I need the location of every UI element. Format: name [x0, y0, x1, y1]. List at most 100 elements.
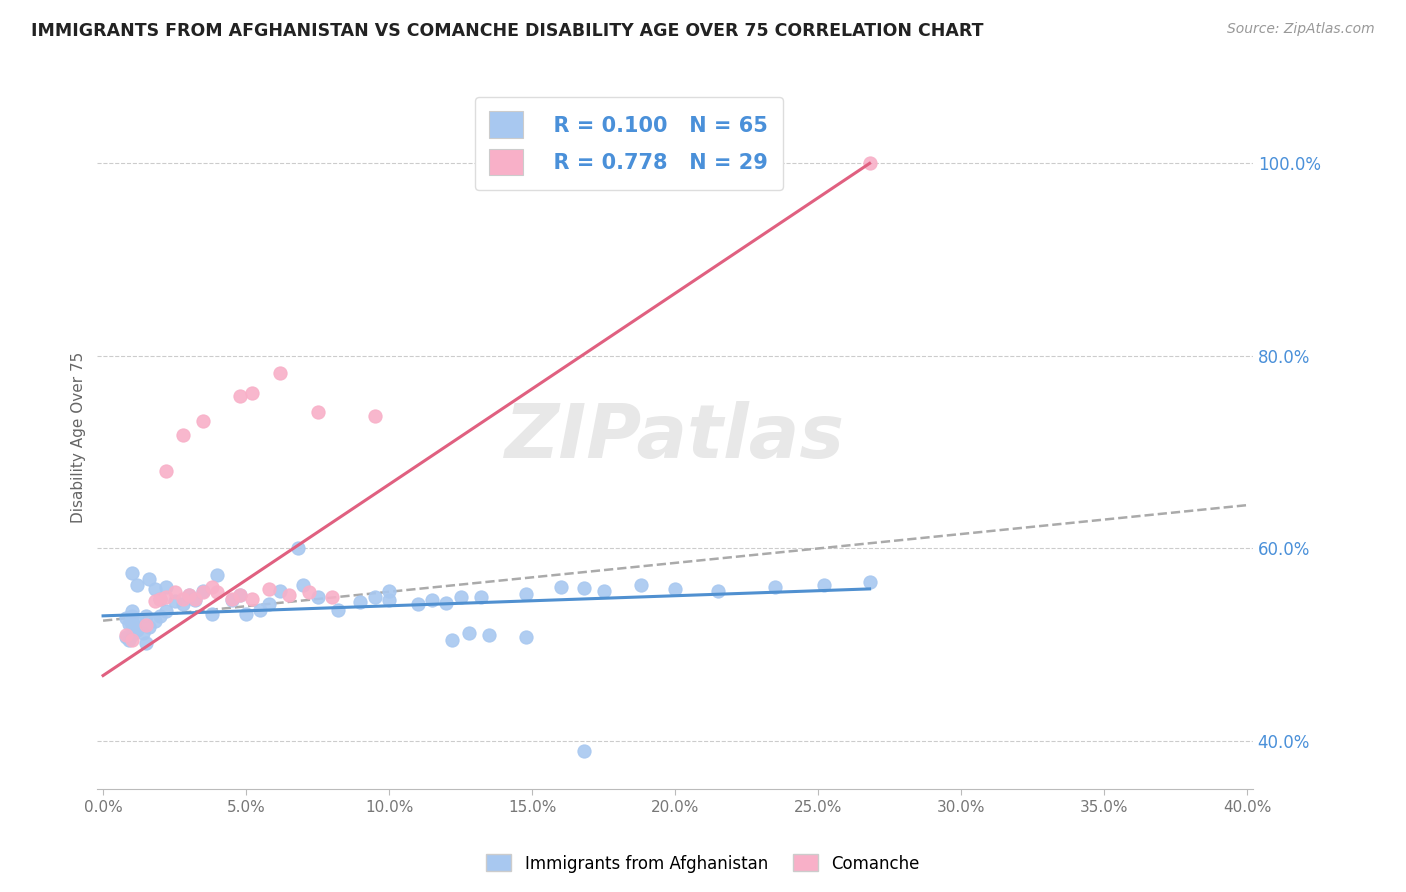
Point: [378, 583, 401, 598]
Point: [193, 584, 215, 599]
Point: [115, 611, 138, 625]
Point: [183, 591, 205, 606]
Point: [155, 590, 177, 604]
Point: [127, 614, 149, 628]
Point: [406, 597, 429, 611]
Point: [143, 582, 166, 596]
Point: [378, 593, 401, 607]
Point: [515, 587, 537, 601]
Point: [143, 594, 166, 608]
Point: [321, 590, 343, 604]
Point: [349, 595, 371, 609]
Point: [155, 465, 177, 479]
Point: [121, 608, 143, 623]
Point: [707, 583, 730, 598]
Point: [434, 596, 457, 610]
Legend: Immigrants from Afghanistan, Comanche: Immigrants from Afghanistan, Comanche: [479, 847, 927, 880]
Point: [240, 385, 263, 400]
Point: [121, 632, 143, 647]
Text: IMMIGRANTS FROM AFGHANISTAN VS COMANCHE DISABILITY AGE OVER 75 CORRELATION CHART: IMMIGRANTS FROM AFGHANISTAN VS COMANCHE …: [31, 22, 983, 40]
Point: [121, 618, 143, 632]
Point: [229, 588, 252, 602]
Point: [249, 603, 271, 617]
Point: [127, 578, 149, 592]
Point: [183, 593, 205, 607]
Point: [269, 583, 291, 598]
Point: [664, 582, 686, 596]
Point: [163, 594, 186, 608]
Point: [235, 607, 257, 621]
Point: [121, 604, 143, 618]
Point: [201, 607, 224, 621]
Point: [515, 630, 537, 644]
Point: [572, 744, 595, 758]
Point: [135, 618, 157, 632]
Point: [207, 584, 229, 599]
Point: [143, 614, 166, 628]
Point: [135, 636, 157, 650]
Point: [307, 405, 329, 419]
Point: [138, 620, 160, 634]
Point: [193, 414, 215, 428]
Point: [813, 578, 835, 592]
Point: [858, 575, 880, 590]
Point: [550, 580, 572, 594]
Point: [269, 366, 291, 380]
Point: [287, 541, 309, 556]
Point: [172, 428, 194, 442]
Point: [149, 591, 172, 606]
Point: [572, 581, 595, 595]
Point: [149, 591, 172, 606]
Point: [630, 578, 652, 592]
Point: [298, 584, 321, 599]
Point: [193, 583, 215, 598]
Point: [420, 593, 443, 607]
Point: [118, 632, 141, 647]
Point: [115, 628, 138, 642]
Point: [172, 591, 194, 606]
Point: [326, 603, 349, 617]
Point: [292, 578, 315, 592]
Point: [440, 632, 463, 647]
Legend:   R = 0.100   N = 65,   R = 0.778   N = 29: R = 0.100 N = 65, R = 0.778 N = 29: [475, 96, 783, 190]
Point: [163, 584, 186, 599]
Point: [229, 389, 252, 403]
Point: [229, 588, 252, 602]
Point: [763, 580, 786, 594]
Point: [257, 597, 280, 611]
Point: [470, 590, 492, 604]
Point: [172, 597, 194, 611]
Point: [177, 588, 200, 602]
Point: [127, 624, 149, 638]
Point: [201, 580, 224, 594]
Point: [450, 590, 472, 604]
Point: [478, 628, 501, 642]
Point: [858, 156, 880, 170]
Point: [221, 591, 243, 606]
Text: ZIPatlas: ZIPatlas: [505, 401, 845, 475]
Point: [364, 590, 387, 604]
Point: [124, 619, 146, 633]
Point: [115, 630, 138, 644]
Point: [121, 566, 143, 581]
Point: [177, 588, 200, 602]
Point: [118, 616, 141, 631]
Y-axis label: Disability Age Over 75: Disability Age Over 75: [72, 352, 86, 524]
Point: [149, 608, 172, 623]
Point: [364, 409, 387, 423]
Point: [132, 626, 155, 640]
Point: [240, 591, 263, 606]
Point: [155, 604, 177, 618]
Text: Source: ZipAtlas.com: Source: ZipAtlas.com: [1227, 22, 1375, 37]
Point: [592, 583, 614, 598]
Point: [155, 580, 177, 594]
Point: [138, 572, 160, 586]
Point: [121, 628, 143, 642]
Point: [307, 590, 329, 604]
Point: [207, 568, 229, 582]
Point: [257, 582, 280, 596]
Point: [458, 626, 481, 640]
Point: [278, 588, 301, 602]
Point: [221, 593, 243, 607]
Point: [135, 608, 157, 623]
